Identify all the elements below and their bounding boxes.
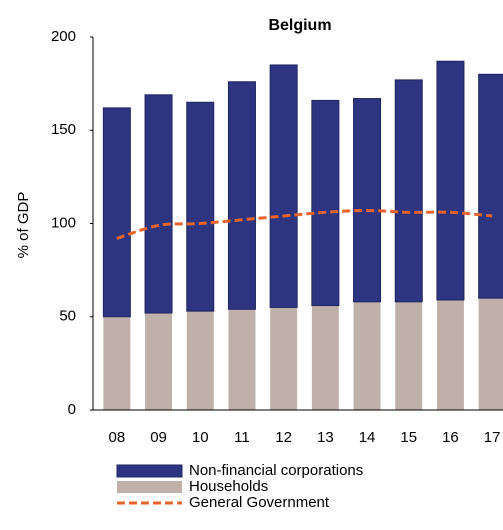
bar [478,73,503,299]
y-tick-label: 200 [51,28,76,45]
bar [311,99,340,307]
line [116,208,493,240]
bar [353,301,381,410]
bar [436,60,465,301]
y-tick-label: 100 [51,214,76,231]
bar [270,307,298,410]
x-tick-label: 11 [234,429,250,446]
legend-swatch [117,481,182,493]
y-tick-label: 0 [68,401,76,418]
bar [395,301,423,410]
y-tick-label: 50 [59,308,76,325]
x-tick-label: 17 [484,429,501,446]
x-tick-label: 13 [317,429,334,446]
bar [353,98,382,303]
x-tick-label: 15 [400,429,417,446]
x-tick-label: 08 [109,429,126,446]
bar [145,313,173,410]
bar [311,305,339,410]
x-tick-label: 16 [442,429,459,446]
y-tick-label: 150 [51,121,76,138]
chart-title: Belgium [268,17,331,34]
x-tick-label: 12 [275,429,292,446]
legend-label: Households [189,478,268,495]
bar [103,316,131,410]
bar [102,107,131,318]
bar [186,311,214,410]
legend-label: General Government [189,494,330,511]
bar [227,81,256,310]
bar [478,298,503,410]
y-axis-label: % of GDP [15,192,32,259]
x-tick-label: 10 [192,429,209,446]
legend-label: Non-financial corporations [189,462,363,479]
bar [186,101,215,312]
x-tick-label: 14 [359,429,376,446]
legend-swatch [116,464,183,478]
x-tick-label: 09 [150,429,167,446]
bar [436,299,464,410]
bar [394,79,423,303]
bar [269,64,298,308]
bar [228,309,256,410]
bar [144,94,173,314]
